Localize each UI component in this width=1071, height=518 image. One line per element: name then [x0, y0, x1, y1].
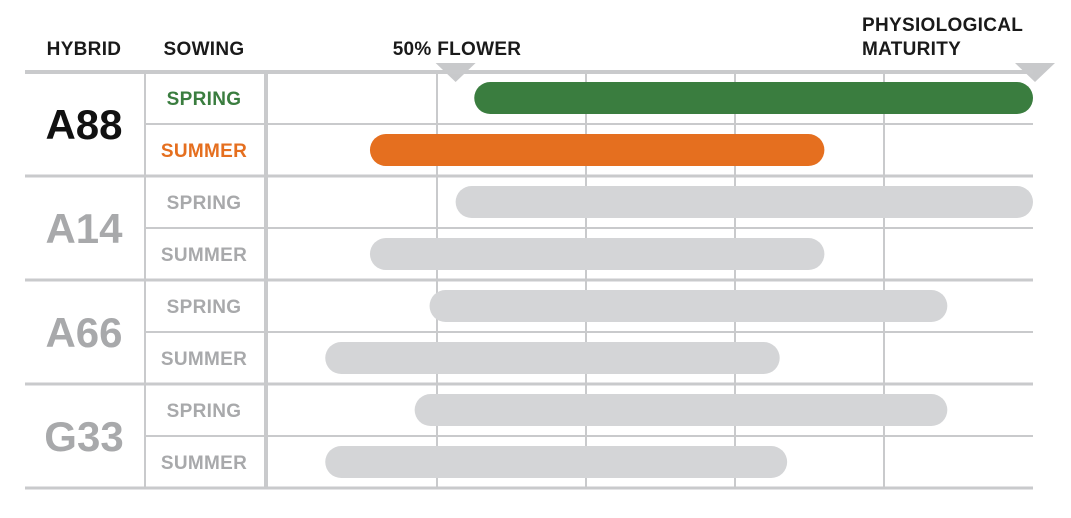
- header-maturity-line1: PHYSIOLOGICAL: [862, 15, 1023, 36]
- header-sowing: SOWING: [164, 39, 245, 60]
- bar-a88-summer: [369, 134, 825, 166]
- sowing-label: SPRING: [167, 297, 242, 318]
- hybrid-label: A88: [45, 101, 122, 148]
- label-layer: A88 SPRING SUMMER A14 SPRING SUMMER A66 SPRING S…: [44, 89, 247, 474]
- hybrid-label: A66: [45, 309, 122, 356]
- grid-layer: [25, 63, 1055, 490]
- bar-a66-summer: [325, 342, 780, 374]
- bar-a88-spring: [474, 82, 1033, 114]
- bar-a66-spring: [429, 290, 948, 322]
- bar-a14-spring: [455, 186, 1033, 218]
- bar-layer: [325, 82, 1033, 478]
- bar-g33-summer: [325, 446, 788, 478]
- sowing-label: SUMMER: [161, 245, 247, 266]
- header-hybrid: HYBRID: [47, 39, 122, 60]
- sowing-label: SUMMER: [161, 141, 247, 162]
- sowing-label: SPRING: [167, 89, 242, 110]
- header-flower: 50% FLOWER: [393, 39, 522, 60]
- bar-a14-summer: [369, 238, 825, 270]
- hybrid-label: A14: [45, 205, 123, 252]
- bar-g33-spring: [414, 394, 948, 426]
- sowing-label: SPRING: [167, 193, 242, 214]
- sowing-label: SPRING: [167, 401, 242, 422]
- sowing-label: SUMMER: [161, 349, 247, 370]
- marker-triangle: [1015, 63, 1055, 82]
- sowing-label: SUMMER: [161, 453, 247, 474]
- header-maturity-line2: MATURITY: [862, 39, 961, 60]
- hybrid-label: G33: [44, 413, 123, 460]
